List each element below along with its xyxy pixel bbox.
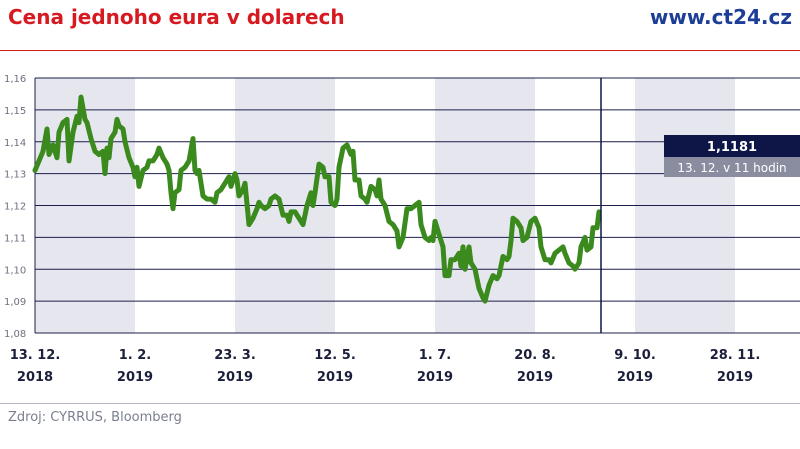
y-tick-label: 1,10	[4, 265, 26, 276]
x-tick-year: 2019	[717, 370, 753, 385]
y-tick-label: 1,11	[4, 233, 26, 244]
x-tick-year: 2019	[517, 370, 553, 385]
x-axis-ticks: 13. 12. 2018 1. 2. 2019 23. 3. 2019 12. 5. 2019…	[10, 348, 761, 385]
x-tick-label: 20. 8.	[514, 348, 556, 363]
y-tick-label: 1,16	[4, 74, 26, 85]
y-tick-label: 1,08	[4, 329, 26, 340]
x-tick-label: 28. 11.	[710, 348, 761, 363]
x-tick-year: 2018	[17, 370, 53, 385]
x-tick-year: 2019	[317, 370, 353, 385]
source-note: Zdroj: CYRRUS, Bloomberg	[8, 410, 182, 425]
header-divider	[0, 50, 800, 51]
y-tick-label: 1,13	[4, 170, 26, 181]
y-tick-label: 1,15	[4, 106, 26, 117]
x-tick-label: 1. 7.	[419, 348, 452, 363]
x-tick-year: 2019	[417, 370, 453, 385]
site-logo-url[interactable]: www.ct24.cz	[649, 5, 792, 29]
x-tick-year: 2019	[117, 370, 153, 385]
x-tick-year: 2019	[617, 370, 653, 385]
current-time-label: 13. 12. v 11 hodin	[677, 161, 786, 175]
x-tick-label: 23. 3.	[214, 348, 256, 363]
y-axis-ticks: 1,08 1,09 1,10 1,11 1,12 1,13 1,14 1,15 1,16	[4, 74, 26, 340]
chart: 1,08 1,09 1,10 1,11 1,12 1,13 1,14 1,15 1,16 13.…	[4, 74, 800, 385]
x-tick-label: 9. 10.	[614, 348, 656, 363]
x-tick-label: 12. 5.	[314, 348, 356, 363]
series-line	[32, 94, 602, 304]
y-tick-label: 1,09	[4, 297, 26, 308]
y-tick-label: 1,12	[4, 202, 26, 213]
current-value-box	[664, 135, 800, 157]
x-tick-label: 1. 2.	[119, 348, 152, 363]
x-tick-year: 2019	[217, 370, 253, 385]
current-value-label: 1,1181	[707, 140, 757, 155]
y-tick-label: 1,14	[4, 138, 26, 149]
x-tick-label: 13. 12.	[10, 348, 61, 363]
footer-divider	[0, 403, 800, 404]
chart-title: Cena jednoho eura v dolarech	[8, 5, 345, 29]
current-time-box	[664, 157, 800, 177]
